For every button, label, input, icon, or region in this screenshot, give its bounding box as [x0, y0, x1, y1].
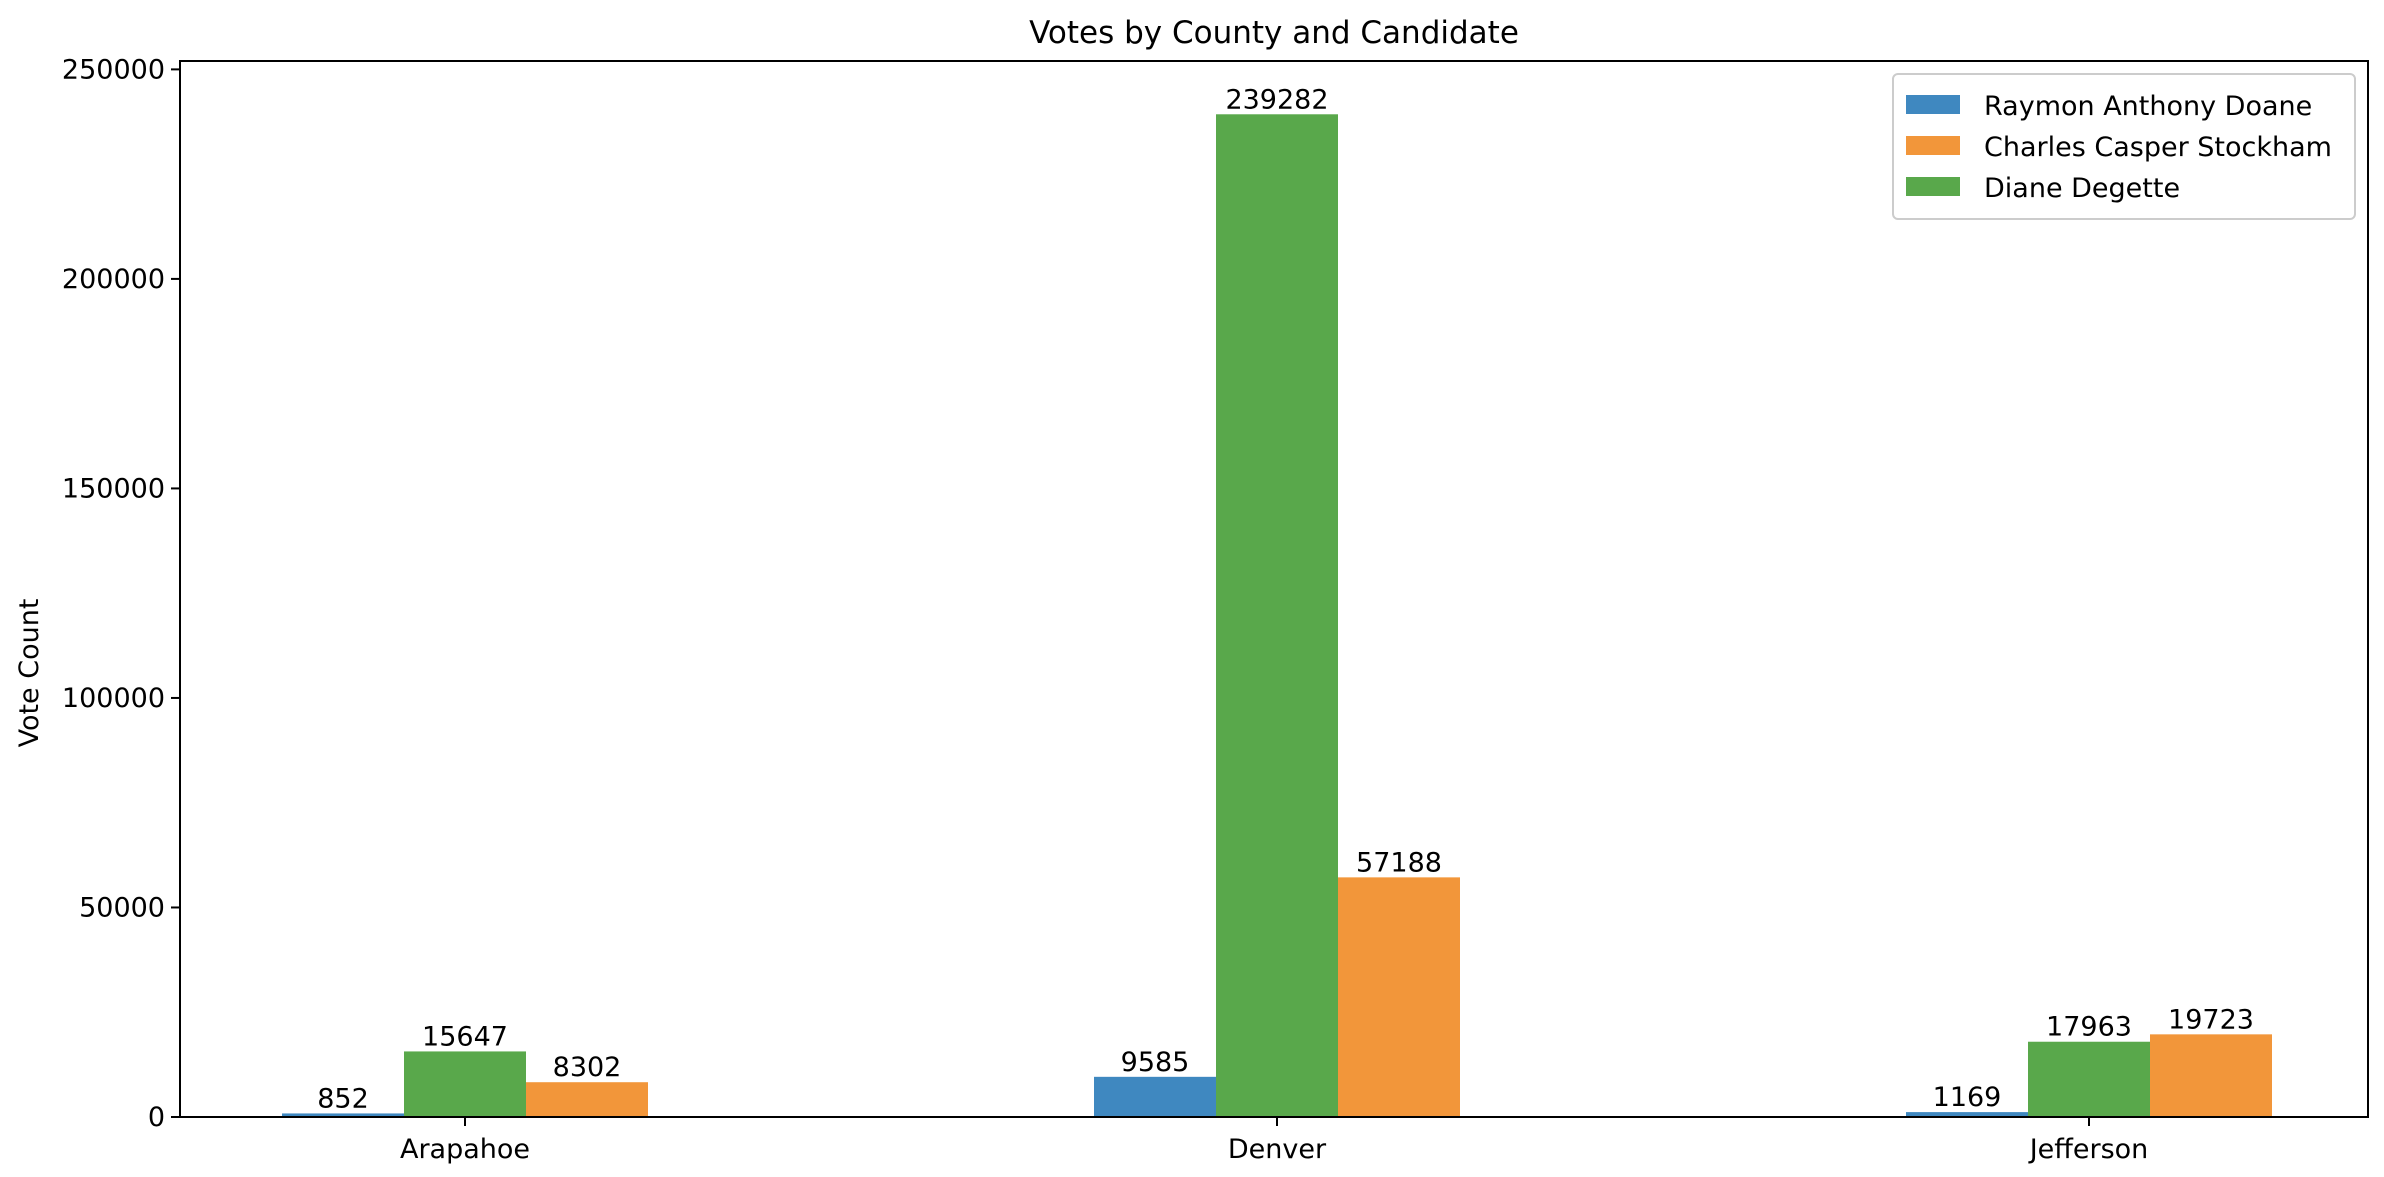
y-tick-label: 100000 [62, 683, 165, 714]
bars-layer [282, 114, 2272, 1118]
bar [526, 1082, 648, 1117]
y-tick-label: 0 [148, 1102, 165, 1133]
data-label: 852 [317, 1083, 369, 1114]
legend-label: Raymon Anthony Doane [1984, 91, 2312, 122]
x-axis-ticks: Arapahoe Denver Jefferson [400, 1117, 2148, 1165]
x-tick-label: Denver [1228, 1134, 1327, 1165]
y-tick-label: 150000 [62, 473, 165, 504]
y-tick-label: 200000 [62, 264, 165, 295]
y-tick-label: 50000 [79, 892, 165, 923]
data-label: 1169 [1933, 1082, 2002, 1113]
y-tick-label: 250000 [62, 54, 165, 85]
bar [2028, 1041, 2150, 1117]
legend-swatch [1906, 136, 1960, 155]
data-labels-layer: 852 9585 1169 15647 239282 17963 8302 57188 1972… [317, 84, 2254, 1114]
data-label: 19723 [2168, 1004, 2254, 1035]
data-label: 239282 [1225, 84, 1328, 115]
data-label: 17963 [2046, 1012, 2132, 1043]
x-tick-label: Arapahoe [400, 1134, 530, 1165]
bar [2150, 1034, 2272, 1117]
x-tick-label: Jefferson [2028, 1134, 2149, 1165]
y-axis-label: Vote Count [14, 599, 45, 748]
data-label: 57188 [1356, 847, 1442, 878]
plot-frame [179, 60, 2369, 1118]
legend: Raymon Anthony Doane Charles Casper Stock… [1892, 73, 2356, 220]
bar [1906, 1112, 2028, 1117]
data-label: 15647 [422, 1021, 508, 1052]
legend-swatch [1906, 177, 1960, 196]
bar [1216, 114, 1338, 1118]
chart-title: Votes by County and Candidate [1029, 15, 1519, 51]
bar [404, 1051, 526, 1117]
bar [1094, 1076, 1216, 1117]
legend-swatch [1906, 95, 1960, 114]
bar [1338, 877, 1460, 1117]
data-label: 9585 [1121, 1047, 1190, 1078]
legend-label: Charles Casper Stockham [1984, 132, 2332, 163]
legend-label: Diane Degette [1984, 173, 2180, 204]
y-axis-ticks: 0 50000 100000 150000 200000 250000 [62, 54, 180, 1133]
legend-frame [1892, 73, 2356, 220]
data-label: 8302 [553, 1052, 622, 1083]
bar [282, 1113, 404, 1117]
